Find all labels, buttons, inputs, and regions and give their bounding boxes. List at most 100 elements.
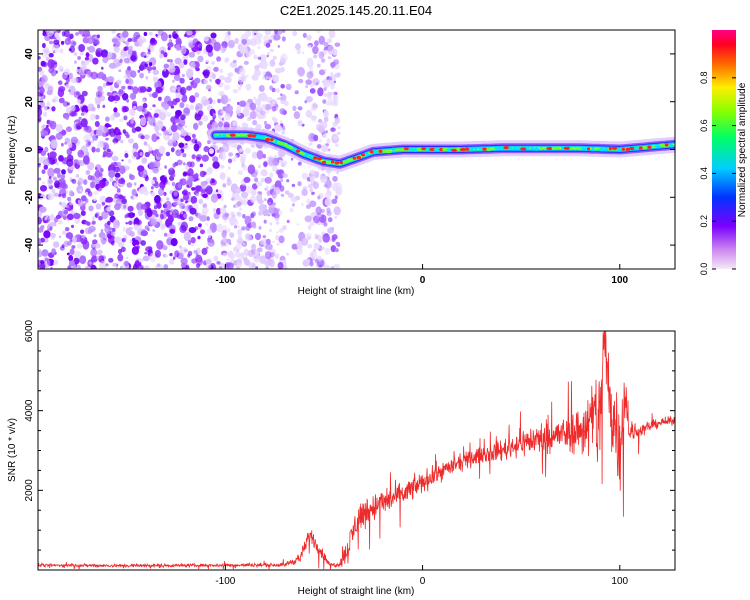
ridge-peak [342,160,349,164]
noise-speckle [226,258,230,261]
noise-speckle [216,261,221,265]
noise-speckle [192,174,199,179]
noise-speckle [255,266,259,269]
noise-speckle [264,30,272,36]
noise-speckle [281,36,286,42]
noise-speckle [253,32,257,36]
ridge-peak [478,146,483,150]
ridge-peak [304,153,310,157]
x-tick-label: 0 [420,275,426,286]
noise-speckle [229,253,235,260]
noise-speckle [74,250,82,258]
noise-speckle [311,116,317,123]
noise-speckle [162,68,169,78]
noise-speckle [254,65,258,69]
noise-speckle [305,79,312,85]
noise-speckle [42,158,51,167]
noise-speckle [271,106,277,112]
noise-speckle [281,94,287,102]
noise-speckle [139,86,147,93]
noise-speckle [73,52,78,56]
noise-speckle [228,166,231,170]
ridge-peak [525,146,531,150]
noise-speckle [323,264,331,269]
noise-speckle [168,65,176,73]
noise-speckle [115,40,121,48]
noise-speckle [185,200,189,203]
noise-speckle [48,179,53,184]
noise-speckle [334,42,341,47]
noise-speckle [202,171,207,176]
noise-speckle [38,66,43,72]
noise-speckle [290,196,298,203]
noise-speckle [308,45,311,48]
noise-speckle [314,40,319,47]
noise-speckle [319,139,323,143]
noise-speckle [168,34,172,39]
noise-speckle [185,104,189,107]
noise-speckle [110,114,116,121]
noise-speckle [170,167,173,171]
noise-speckle [143,52,147,57]
noise-speckle [137,38,144,46]
noise-speckle [327,56,332,60]
noise-speckle [216,56,222,62]
noise-speckle [78,44,86,52]
noise-speckle [257,56,262,60]
noise-speckle [95,135,99,139]
noise-speckle [57,80,63,85]
noise-speckle [220,197,224,201]
noise-speckle [107,76,115,83]
noise-speckle [137,209,143,216]
noise-speckle [100,176,103,180]
noise-speckle [327,38,332,44]
noise-speckle [117,253,124,262]
noise-speckle [202,99,210,106]
noise-speckle [93,198,96,202]
noise-speckle [113,45,120,53]
noise-speckle [301,202,304,206]
ridge-peak [530,146,534,150]
noise-speckle [39,206,47,213]
noise-speckle [286,179,290,183]
noise-speckle [212,99,216,105]
noise-speckle [55,124,63,132]
noise-speckle [277,262,284,269]
noise-speckle [47,193,55,201]
noise-speckle [152,167,159,174]
noise-speckle [38,163,41,166]
ridge-peak [300,151,304,155]
noise-speckle [291,183,296,187]
noise-speckle [218,75,225,81]
noise-speckle [100,144,105,149]
noise-speckle [212,207,217,213]
snr-xlabel: Height of straight line (km) [298,586,415,597]
noise-speckle [120,246,126,253]
noise-speckle [263,161,268,167]
noise-speckle [106,206,112,212]
ridge-peak [498,146,505,150]
noise-speckle [224,76,232,84]
noise-speckle [205,263,212,269]
noise-speckle [280,178,284,183]
noise-speckle [97,85,103,92]
noise-speckle [172,79,175,83]
noise-speckle [264,187,268,191]
noise-speckle [225,262,231,267]
noise-speckle [229,232,235,239]
noise-speckle [137,69,141,73]
noise-speckle [44,146,49,153]
ridge-peak [520,147,527,151]
noise-speckle [144,265,150,269]
noise-speckle [216,149,220,153]
noise-speckle [330,61,336,68]
noise-speckle [116,79,122,85]
noise-speckle [190,196,198,204]
noise-speckle [228,98,232,102]
noise-speckle [68,260,75,267]
noise-speckle [131,100,138,108]
noise-speckle [107,51,113,59]
noise-speckle [149,93,153,97]
noise-speckle [323,93,328,98]
noise-speckle [264,123,272,130]
